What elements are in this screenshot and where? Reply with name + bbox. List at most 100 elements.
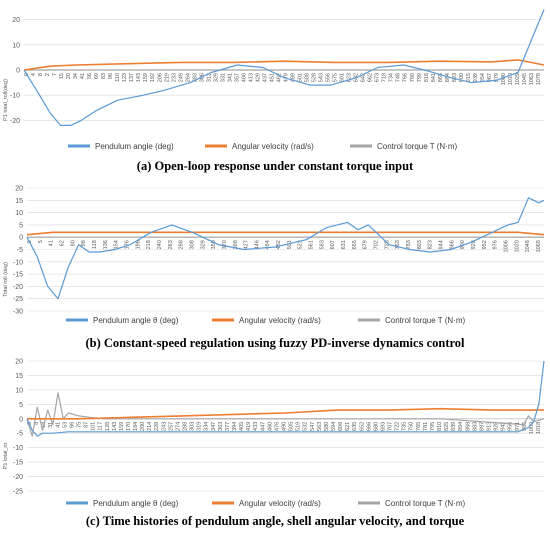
x-tick-label: 128 (105, 422, 111, 431)
x-tick-label: 580 (324, 422, 330, 431)
x-tick-label: 159 (143, 73, 149, 82)
x-tick-label: 489 (291, 73, 297, 82)
legend-label: Control torque T (N·m) (377, 142, 458, 151)
x-tick-label: 118 (92, 240, 98, 249)
x-tick-label: 718 (382, 73, 388, 82)
x-tick-label: 0 (27, 422, 33, 425)
x-tick-label: 62 (59, 240, 65, 246)
x-tick-label: 136 (103, 240, 109, 249)
x-tick-label: 283 (192, 73, 198, 82)
x-tick-label: 954 (480, 73, 486, 82)
x-tick-label: 8 (34, 422, 40, 425)
y-tick-label: 0 (19, 235, 23, 242)
x-tick-label: 561 (309, 240, 315, 249)
x-tick-label: 370 (222, 240, 228, 249)
legend-label: Pendulum angle (deg) (95, 142, 174, 151)
x-tick-label: 839 (451, 422, 457, 431)
x-tick-label: 413 (248, 73, 254, 82)
x-tick-label: 20 (66, 73, 72, 79)
x-tick-label: 865 (438, 73, 444, 82)
x-tick-label: 583 (319, 240, 325, 249)
y-tick-label: 20 (12, 17, 20, 24)
x-tick-label: 446 (254, 240, 260, 249)
x-tick-label: 823 (428, 240, 434, 249)
x-tick-label: 679 (363, 240, 369, 249)
y-tick-label: 15 (15, 198, 23, 205)
x-tick-label: 7 (52, 73, 58, 76)
x-tick-label: 763 (395, 240, 401, 249)
x-tick-label: 575 (333, 73, 339, 82)
x-tick-label: 662 (368, 73, 374, 82)
x-tick-label: 928 (494, 422, 500, 431)
x-tick-label: 928 (471, 240, 477, 249)
x-tick-label: 196 (135, 240, 141, 249)
x-tick-label: 479 (284, 73, 290, 82)
x-tick-label: 331 (220, 73, 226, 82)
x-tick-label: 939 (473, 73, 479, 82)
x-tick-label: 976 (493, 240, 499, 249)
x-tick-label: 818 (424, 73, 430, 82)
y-tick-label: -5 (17, 247, 23, 254)
x-tick-label: 1006 (504, 240, 510, 252)
x-tick-label: 1000 (529, 422, 535, 434)
x-tick-label: 243 (161, 422, 167, 431)
x-tick-label: 69 (94, 73, 100, 79)
series-line-angular-velocity (26, 231, 545, 236)
x-tick-label: 429 (255, 73, 261, 82)
y-tick-label: 20 (15, 359, 23, 366)
legend-label: Pendulum angle θ (deg) (93, 499, 179, 508)
y-axis-title: P1 total_roll(deg) (3, 79, 9, 121)
panel-caption: (c) Time histories of pendulum angle, sh… (86, 514, 465, 528)
x-tick-label: 766 (403, 73, 409, 82)
x-tick-label: 170 (126, 422, 132, 431)
x-tick-label: 41 (55, 422, 61, 428)
x-tick-label: 810 (437, 422, 443, 431)
y-tick-label: -30 (13, 309, 23, 316)
x-tick-label: 218 (146, 240, 152, 249)
x-tick-label: 219 (164, 73, 170, 82)
x-tick-label: 702 (374, 240, 380, 249)
x-tick-label: 979 (494, 73, 500, 82)
x-tick-label: 1045 (522, 73, 528, 85)
x-tick-label: 734 (389, 73, 395, 82)
y-tick-label: -20 (13, 284, 23, 291)
x-tick-label: 80 (70, 240, 76, 246)
x-tick-label: 233 (171, 73, 177, 82)
x-tick-label: 532 (303, 422, 309, 431)
legend-label: Pendulum angle θ (deg) (93, 316, 179, 325)
x-tick-label: 56 (87, 73, 93, 79)
y-tick-label: 10 (15, 210, 23, 217)
y-tick-label: 5 (19, 402, 23, 409)
series-line-angular-velocity (23, 59, 545, 71)
x-tick-label: 1000 (501, 73, 507, 85)
y-tick-label: 10 (12, 42, 20, 49)
x-tick-label: 5 (38, 240, 44, 243)
x-tick-label: 433 (253, 422, 259, 431)
x-tick-label: 652 (359, 422, 365, 431)
x-tick-label: 528 (312, 73, 318, 82)
y-axis-title: P1 total_ro (3, 443, 9, 470)
y-tick-label: -20 (13, 474, 23, 481)
x-tick-label: 501 (298, 73, 304, 82)
x-tick-label: 398 (233, 240, 239, 249)
x-tick-label: 854 (458, 422, 464, 431)
x-tick-label: 952 (482, 240, 488, 249)
x-tick-label: 319 (197, 422, 203, 431)
y-tick-label: 20 (15, 186, 23, 193)
x-tick-label: 41 (80, 73, 86, 79)
x-tick-label: 915 (466, 73, 472, 82)
legend-label: Angular velocity (rad/s) (239, 316, 321, 325)
x-tick-label: 34 (73, 73, 79, 79)
x-tick-label: 642 (361, 73, 367, 82)
x-tick-label: 101 (91, 422, 97, 431)
x-tick-label: 334 (204, 422, 210, 431)
x-tick-label: 83 (101, 73, 107, 79)
x-tick-label: 655 (352, 240, 358, 249)
x-tick-label: 563 (317, 422, 323, 431)
x-tick-label: 501 (287, 240, 293, 249)
x-tick-label: 274 (175, 422, 181, 431)
x-tick-label: 451 (269, 73, 275, 82)
legend-label: Angular velocity (rad/s) (232, 142, 314, 151)
x-tick-label: 1078 (536, 73, 542, 85)
